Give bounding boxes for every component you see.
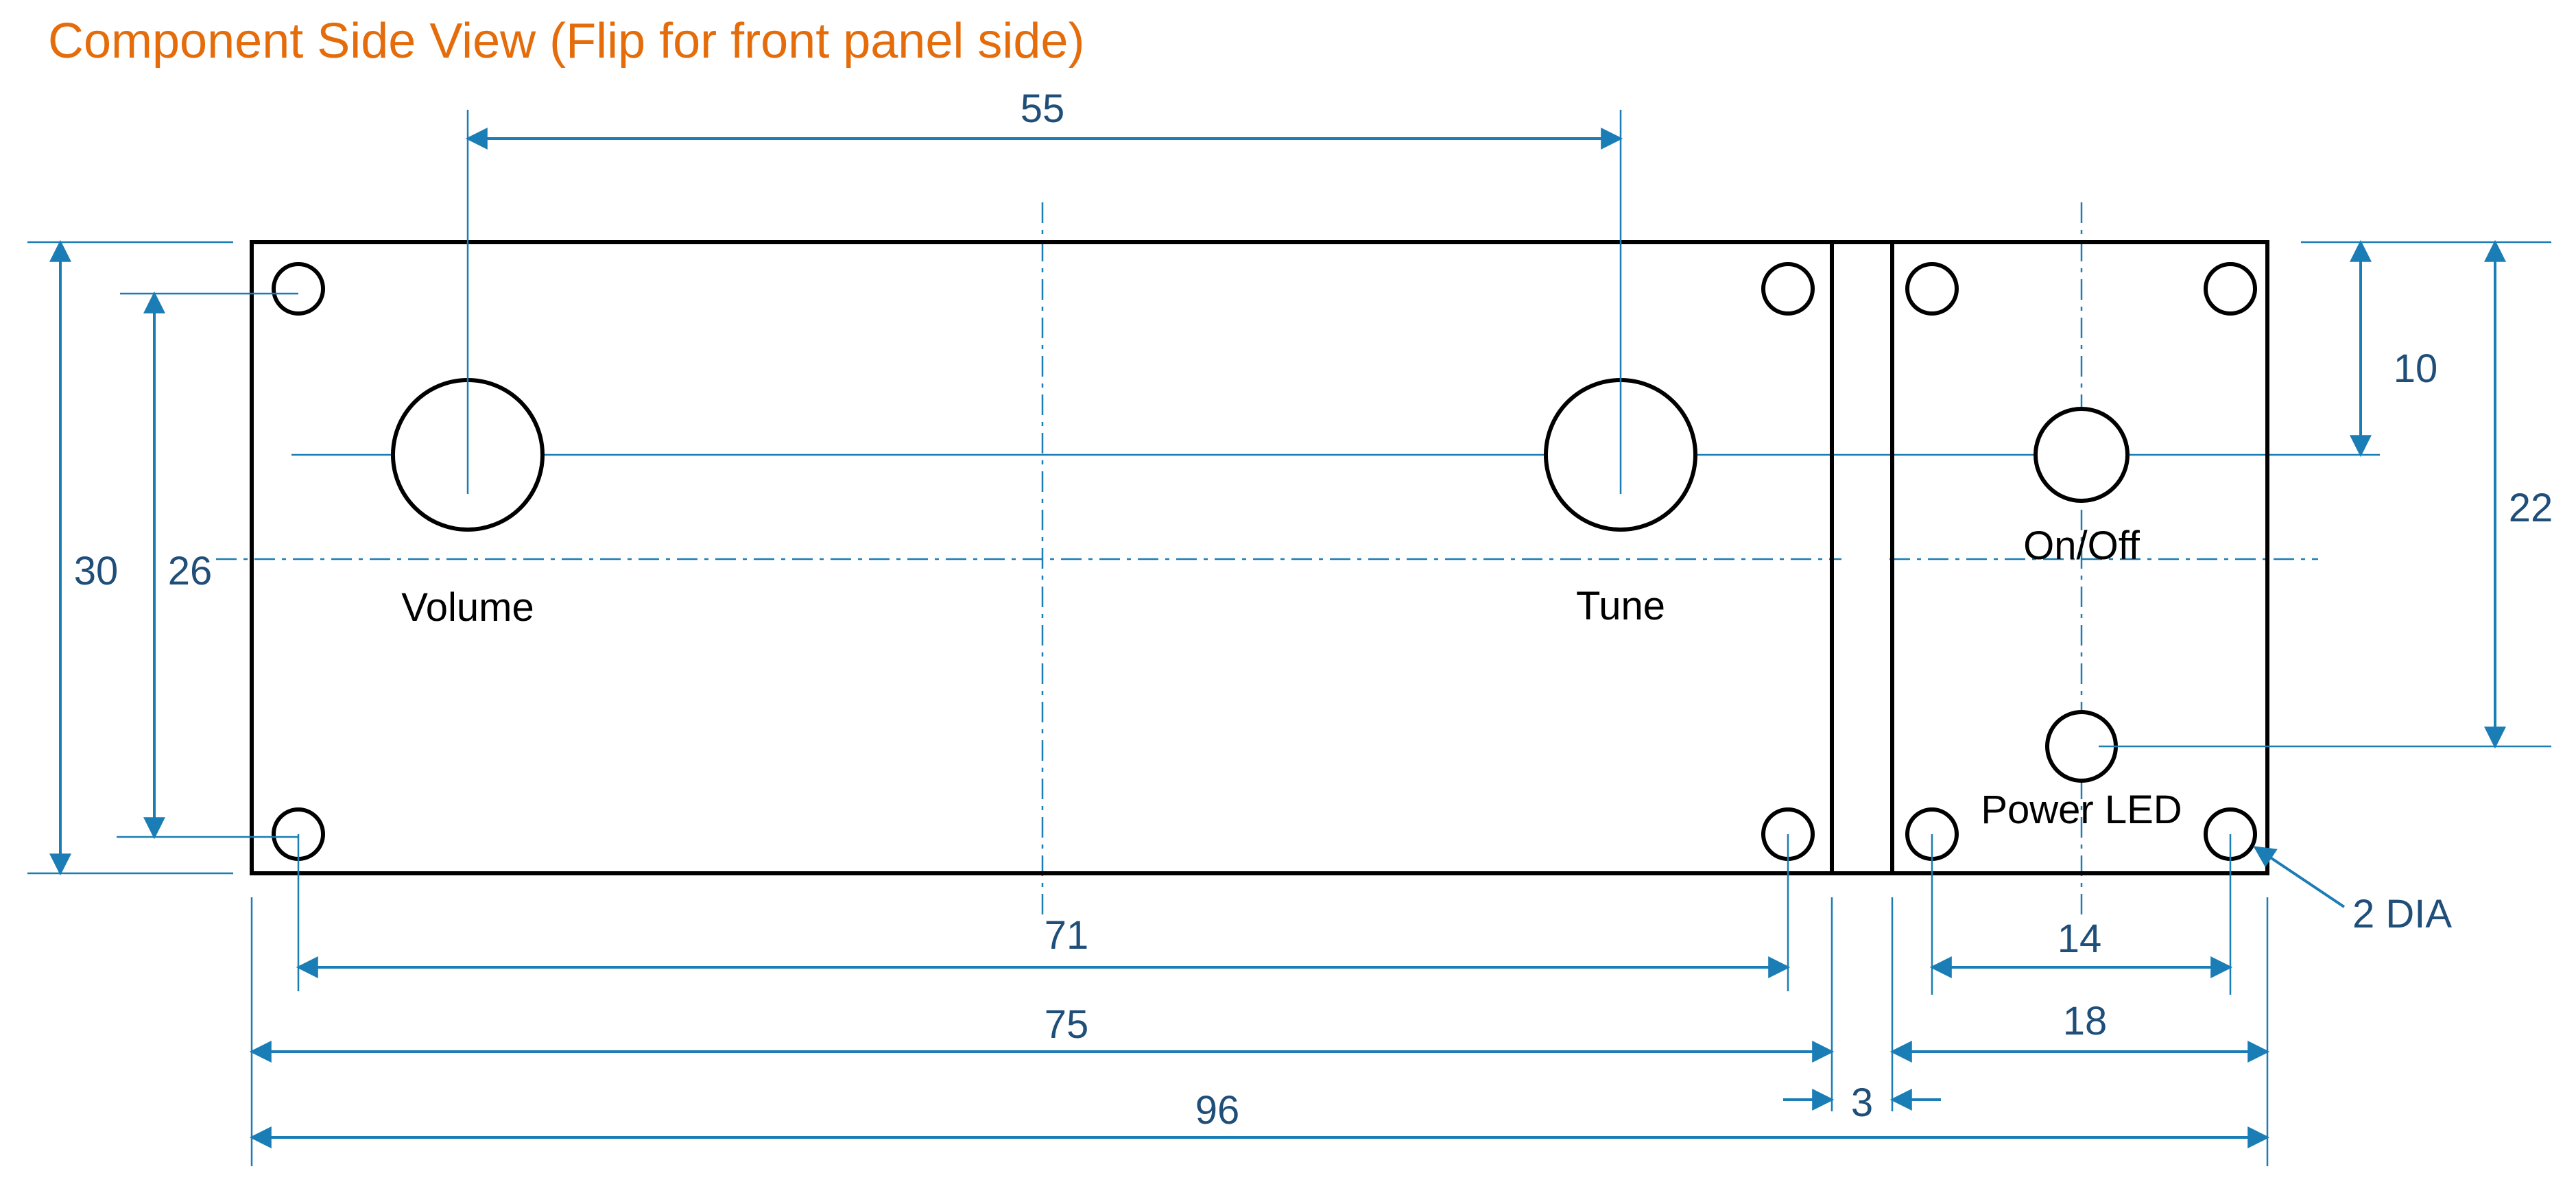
mounting-hole-top-left [272, 262, 325, 316]
extension-lines [27, 110, 2551, 1166]
mounting-hole-top-right-main [1761, 262, 1815, 316]
on-off-label: On/Off [2023, 523, 2140, 568]
dim-small-hole-spacing-label: 14 [2058, 917, 2102, 961]
on-off-switch-hole [2034, 407, 2130, 503]
center-lines [216, 202, 2318, 919]
dim-hole-vertical-spacing-label: 26 [168, 549, 213, 593]
dimension-lines [49, 128, 2506, 1148]
mounting-holes [272, 262, 2257, 861]
tune-label: Tune [1576, 584, 1665, 628]
mounting-hole-top-left-small [1905, 262, 1959, 316]
page-title: Component Side View (Flip for front pane… [48, 14, 1084, 69]
dim-hole-diameter-leader [2253, 846, 2346, 908]
mounting-hole-top-right-small [2204, 262, 2257, 316]
dim-panel-gap-label: 3 [1851, 1080, 1873, 1125]
dim-led-offset-label: 22 [2509, 486, 2553, 530]
small-panel-outline [1890, 240, 2269, 875]
dimension-labels: 55 30 26 10 22 71 75 96 14 18 3 2 DIA [74, 86, 2553, 1133]
dim-main-panel-width-label: 75 [1045, 1002, 1089, 1047]
power-led-label: Power LED [1981, 788, 2182, 832]
dim-switch-offset-label: 10 [2394, 346, 2438, 391]
volume-label: Volume [401, 585, 534, 630]
dim-overall-width-label: 96 [1195, 1088, 1240, 1133]
panel-gap-outline [1830, 240, 1894, 875]
dim-knob-spacing-label: 55 [1021, 86, 1065, 131]
dim-hole-diameter-label: 2 DIA [2352, 892, 2452, 936]
panel-outlines [250, 240, 2269, 875]
dim-main-hole-spacing-label: 71 [1045, 913, 1089, 958]
components: Volume Tune On/Off Power LED [391, 378, 2182, 832]
dim-small-panel-width-label: 18 [2063, 999, 2108, 1043]
dim-overall-height-label: 30 [74, 549, 119, 593]
